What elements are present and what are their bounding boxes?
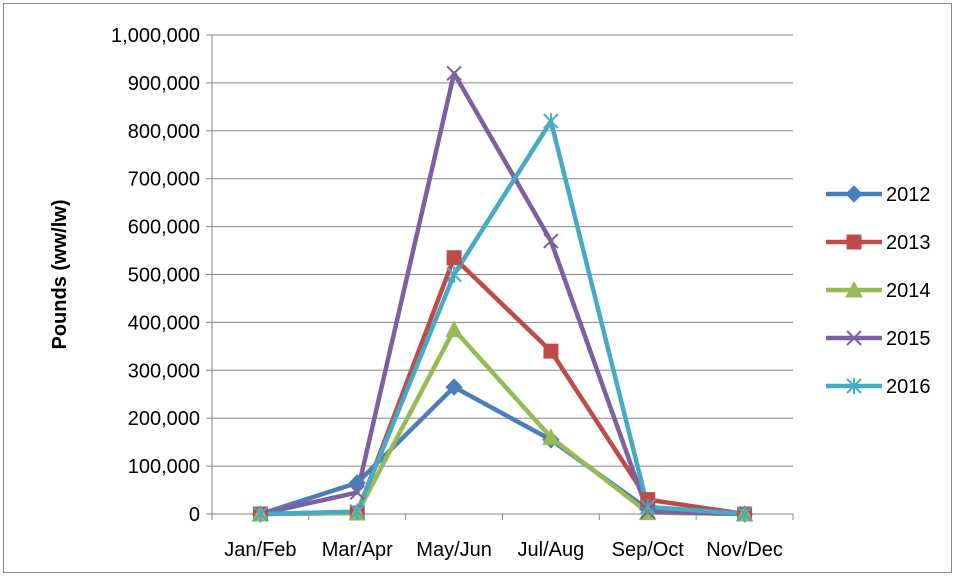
y-tick-label: 300,000 — [128, 360, 200, 382]
y-tick-label: 500,000 — [128, 265, 200, 287]
legend-marker-2012 — [845, 185, 863, 203]
x-tick-label: May/Jun — [416, 539, 492, 561]
legend-label-2014: 2014 — [886, 280, 931, 302]
legend-label-2012: 2012 — [886, 184, 931, 206]
legend-marker-2015 — [846, 330, 862, 346]
x-tick-label: Sep/Oct — [612, 539, 685, 561]
y-tick-label: 900,000 — [128, 73, 200, 95]
data-point-2012 — [348, 474, 366, 492]
legend-marker-2013 — [846, 234, 862, 250]
data-point-2015 — [543, 233, 559, 249]
legend-label-2016: 2016 — [886, 376, 931, 398]
x-tick-label: Mar/Apr — [322, 539, 393, 561]
y-tick-label: 100,000 — [128, 456, 200, 478]
legend-marker-2014 — [845, 280, 863, 298]
data-point-2013 — [543, 343, 559, 359]
y-tick-label: 0 — [189, 504, 200, 526]
y-tick-label: 200,000 — [128, 408, 200, 430]
y-tick-label: 800,000 — [128, 121, 200, 143]
y-tick-label: 1,000,000 — [111, 25, 200, 47]
data-point-2015 — [349, 484, 365, 501]
y-tick-label: 700,000 — [128, 169, 200, 191]
x-tick-label: Jan/Feb — [224, 539, 296, 561]
series-line-2016 — [260, 118, 745, 517]
axes — [206, 34, 794, 520]
series-markers — [251, 65, 754, 523]
legend: 2012 2013 2014 2015 2016 — [826, 184, 931, 398]
data-point-2013 — [446, 250, 462, 266]
y-tick-labels: 0 100,000 200,000 300,000 400,000 500,000 600,… — [111, 25, 200, 526]
y-tick-label: 600,000 — [128, 217, 200, 239]
legend-label-2013: 2013 — [886, 232, 931, 254]
data-point-2016 — [252, 506, 269, 522]
data-point-2014 — [445, 320, 463, 338]
data-point-2014 — [542, 428, 560, 445]
data-point-2016 — [640, 498, 656, 515]
data-point-2016 — [736, 506, 753, 522]
series-lines — [259, 71, 745, 517]
gridlines — [212, 34, 793, 467]
x-tick-label: Jul/Aug — [518, 539, 585, 561]
chart-frame — [3, 3, 952, 573]
data-point-2015 — [446, 65, 462, 82]
y-axis-label: Pounds (ww/lw) — [49, 200, 71, 350]
series-line-2015 — [259, 71, 745, 517]
data-point-2016 — [543, 113, 559, 130]
data-point-2016 — [349, 503, 365, 520]
data-point-2012 — [445, 378, 463, 396]
legend-label-2015: 2015 — [886, 328, 931, 350]
y-tick-label: 400,000 — [128, 312, 200, 334]
data-point-2016 — [446, 266, 462, 283]
series-line-2012 — [259, 384, 745, 517]
x-tick-labels: Jan/Feb Mar/Apr May/Jun Jul/Aug Sep/Oct Nov/D… — [224, 539, 783, 561]
x-tick-label: Nov/Dec — [706, 539, 783, 561]
series-line-2014 — [260, 327, 745, 517]
legend-marker-2016 — [846, 378, 862, 394]
